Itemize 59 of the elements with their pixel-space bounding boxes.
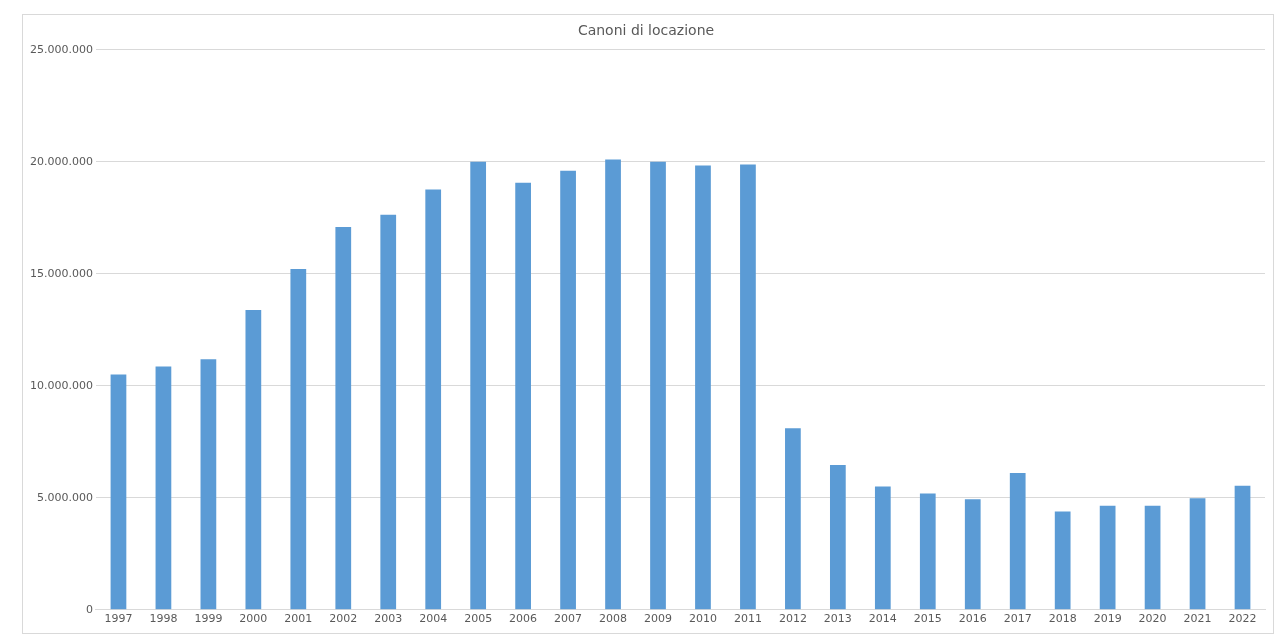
x-tick-label: 2010 [688,612,717,626]
bar [829,465,846,610]
bar [335,226,352,610]
y-tick-label: 10.000.000 [30,378,93,392]
bar [919,493,936,610]
x-tick-label: 2016 [958,612,987,626]
bar [874,486,891,610]
bar [515,182,531,610]
bar [1189,498,1206,610]
bar [155,366,172,610]
bar [964,499,981,610]
y-tick-label: 20.000.000 [30,154,93,168]
x-tick-label: 2012 [778,612,807,626]
bar [1144,505,1161,610]
bar [695,165,711,610]
bar [425,189,442,610]
x-tick-label: 2017 [1003,612,1032,626]
bar [1054,511,1071,610]
x-tick-label: 2019 [1093,612,1122,626]
x-tick-label: 1998 [149,612,178,626]
y-tick-label: 15.000.000 [30,266,93,280]
bar [200,359,217,610]
x-tick-label: 1997 [104,612,133,626]
x-tick-label: 2020 [1138,612,1167,626]
y-tick-label: 5.000.000 [37,490,93,504]
x-tick-label: 2009 [644,612,673,626]
x-tick-label: 2007 [554,612,583,626]
bar [1009,472,1026,610]
x-tick-label: 2011 [733,612,762,626]
y-tick-label: 25.000.000 [30,42,93,56]
x-tick-label: 2001 [284,612,313,626]
x-tick-label: 2005 [464,612,493,626]
bar [650,161,666,610]
bar [245,310,262,610]
x-tick-label: 1999 [194,612,223,626]
x-tick-label: 2002 [329,612,358,626]
bar [290,269,307,610]
bar [110,374,127,610]
bar [785,428,801,610]
bar [560,170,576,610]
bar [740,164,756,610]
x-tick-label: 2018 [1048,612,1077,626]
x-tick-label: 2006 [509,612,538,626]
bar [605,159,621,610]
bar [380,214,397,610]
y-tick-label: 0 [85,602,93,616]
x-tick-label: 2014 [868,612,897,626]
x-tick-label: 2000 [239,612,268,626]
x-tick-label: 2013 [823,612,852,626]
x-tick-label: 2022 [1228,612,1257,626]
x-tick-label: 2004 [419,612,448,626]
x-tick-label: 2008 [599,612,628,626]
x-tick-label: 2003 [374,612,403,626]
x-tick-label: 2015 [913,612,942,626]
chart-title: Canoni di locazione [577,22,715,39]
bar [470,161,487,610]
x-tick-label: 2021 [1183,612,1212,626]
bar [1099,505,1116,610]
bar [1234,485,1251,610]
